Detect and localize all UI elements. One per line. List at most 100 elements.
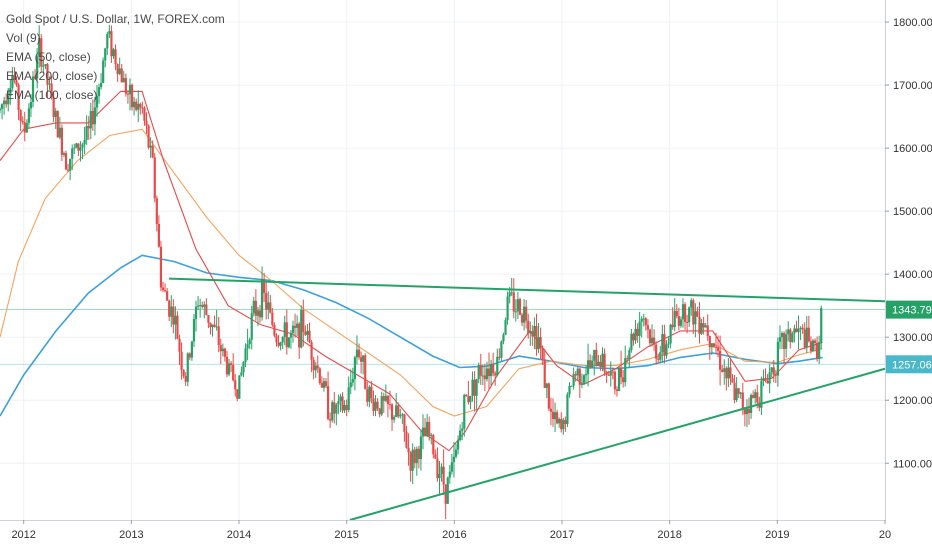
time-axis[interactable]: 2012 2013 2014 2015 2016 2017 2018 2019 20 — [11, 520, 891, 541]
candle-body — [351, 378, 354, 383]
candle-body — [609, 371, 612, 376]
candle-body — [277, 342, 280, 346]
y-tick-label: 1700.00 — [893, 80, 932, 92]
candle-body — [562, 420, 565, 430]
candle-body — [733, 382, 736, 401]
candle-body — [756, 392, 759, 403]
candle-body — [648, 329, 652, 344]
candle-body — [714, 346, 718, 348]
candle-body — [248, 339, 251, 345]
candle-body — [324, 381, 328, 387]
candle-body — [122, 78, 125, 83]
candle-body — [279, 342, 282, 346]
candle-body — [463, 394, 466, 429]
ema-lines — [0, 90, 823, 452]
candle-body — [163, 290, 167, 292]
trendline-upper — [169, 277, 886, 303]
candle-body — [180, 351, 183, 370]
candle-body — [737, 388, 740, 394]
candle-body — [157, 223, 160, 247]
candle-body — [543, 359, 546, 388]
candle-body — [159, 246, 163, 288]
candle-body — [366, 389, 369, 402]
candle-body — [622, 377, 625, 383]
candle-body — [83, 139, 86, 145]
y-tick-label: 1200.00 — [893, 395, 932, 407]
candle-body — [479, 365, 482, 376]
candle-body — [454, 449, 458, 457]
candle-body — [799, 327, 802, 329]
candle-body — [469, 395, 472, 403]
candle-body — [66, 169, 70, 171]
candle-body — [417, 448, 420, 459]
candle-body — [382, 396, 385, 401]
candle-body — [518, 299, 522, 315]
chart-title[interactable]: Gold Spot / U.S. Dollar, 1W, FOREX.com — [6, 12, 225, 26]
candle-body — [640, 318, 643, 322]
candle-body — [128, 84, 132, 95]
candle-body — [434, 454, 437, 459]
candle-body — [727, 367, 730, 379]
candle-body — [706, 325, 709, 336]
candle-body — [655, 344, 658, 359]
candle-body — [5, 100, 8, 105]
candle-body — [813, 340, 817, 344]
candle-body — [785, 334, 788, 349]
candle-body — [477, 365, 480, 380]
indicator-ema-50[interactable]: EMA (50, close) — [6, 50, 91, 64]
candle-body — [686, 321, 689, 323]
candle-body — [370, 386, 373, 399]
indicator-vol[interactable]: Vol (9) — [6, 31, 41, 45]
candle-body — [516, 299, 520, 312]
candle-body — [388, 404, 392, 406]
candle-body — [533, 325, 536, 337]
candle-body — [260, 278, 264, 318]
candle-body — [805, 327, 808, 348]
candle-body — [547, 383, 550, 409]
candle-body — [246, 344, 249, 349]
candle-body — [21, 120, 24, 123]
candle-body — [626, 358, 629, 360]
candle-body — [589, 360, 592, 368]
candle-body — [304, 331, 307, 335]
candle-body — [749, 394, 753, 413]
candle-body — [498, 356, 501, 358]
candle-body — [91, 110, 94, 125]
candle-body — [601, 353, 604, 368]
candle-body — [512, 292, 515, 312]
candle-body — [151, 145, 154, 158]
indicator-ema-200[interactable]: EMA (200, close) — [6, 69, 98, 83]
candle-body — [145, 120, 148, 126]
candle-body — [273, 325, 276, 336]
candle-body — [514, 311, 517, 313]
candle-body — [362, 355, 365, 362]
candle-body — [3, 100, 6, 105]
candle-body — [450, 462, 453, 472]
candle-body — [572, 374, 575, 386]
trendlines[interactable] — [169, 277, 886, 521]
candle-body — [553, 412, 557, 420]
candle-body — [535, 325, 538, 350]
candle-body — [320, 383, 323, 388]
candle-body — [333, 402, 336, 414]
candle-body — [141, 107, 144, 109]
candle-body — [102, 60, 105, 84]
candle-body — [31, 76, 35, 103]
candle-body — [312, 359, 315, 371]
candle-body — [401, 414, 404, 416]
candle-body — [201, 304, 204, 307]
indicator-ema-100[interactable]: EMA (100, close) — [6, 88, 98, 102]
candle-body — [607, 374, 610, 376]
price-axis[interactable]: 1800.00 1700.00 1600.00 1500.00 1400.00 1300.… — [885, 17, 932, 470]
candle-body — [710, 343, 713, 348]
candle-body — [62, 153, 66, 155]
candle-body — [368, 386, 371, 402]
candle-body — [263, 278, 266, 294]
candle-body — [322, 381, 326, 388]
candle-body — [743, 408, 746, 415]
candle-body — [217, 326, 220, 346]
candle-body — [739, 392, 742, 394]
candle-body — [551, 411, 555, 420]
candle-body — [489, 364, 493, 377]
